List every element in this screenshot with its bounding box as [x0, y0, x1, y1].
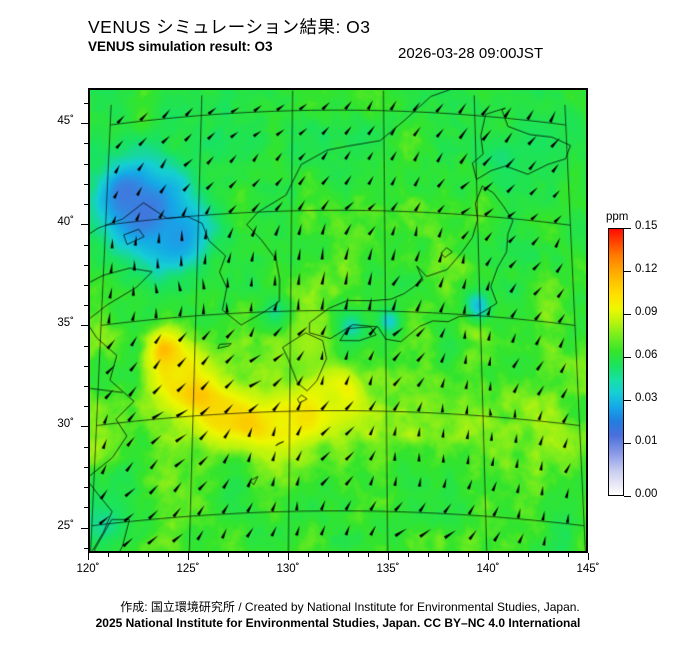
timestamp-label: 2026-03-28 09:00JST — [398, 45, 544, 62]
x-axis-tick-label: 140˚ — [476, 563, 500, 575]
y-axis-minor-tick — [84, 365, 88, 367]
colorbar-tick — [624, 400, 631, 402]
y-axis-major-tick — [81, 325, 88, 327]
colorbar-tick — [624, 357, 631, 359]
y-axis-minor-tick — [84, 547, 88, 549]
x-axis-minor-tick — [548, 553, 549, 557]
colorbar-tick-label: 0.09 — [635, 306, 658, 319]
x-axis-major-tick — [288, 553, 289, 560]
x-axis-minor-tick — [268, 553, 269, 557]
x-axis-tick-label: 145˚ — [576, 563, 600, 575]
x-axis-minor-tick — [248, 553, 249, 557]
y-axis-minor-tick — [84, 163, 88, 165]
y-axis-tick-label: 30˚ — [57, 418, 74, 431]
colorbar-tick-label: 0.00 — [635, 488, 658, 500]
y-axis-minor-tick — [84, 183, 88, 185]
colorbar-tick-label: 0.06 — [635, 349, 658, 362]
x-axis-major-tick — [488, 553, 489, 560]
page-title-japanese: VENUS シミュレーション結果: O3 — [88, 17, 371, 37]
colorbar-tick-label: 0.01 — [635, 435, 658, 448]
x-axis-minor-tick — [528, 553, 529, 557]
footer-license-line: 2025 National Institute for Environmenta… — [0, 616, 700, 630]
colorbar-tick — [624, 496, 631, 497]
x-axis-minor-tick — [568, 553, 569, 557]
page-title-english: VENUS simulation result: O3 — [88, 39, 273, 54]
x-axis-minor-tick — [308, 553, 309, 557]
ozone-heatmap-canvas — [90, 90, 586, 551]
y-axis-minor-tick — [84, 507, 88, 509]
x-axis-minor-tick — [328, 553, 329, 557]
y-axis-minor-tick — [84, 487, 88, 489]
x-axis-minor-tick — [228, 553, 229, 557]
colorbar-tick — [624, 443, 631, 445]
x-axis-major-tick — [588, 553, 589, 560]
ozone-map-plot[interactable] — [88, 88, 588, 553]
x-axis-tick-label: 135˚ — [376, 563, 400, 575]
colorbar-tick — [624, 228, 631, 229]
x-axis-tick-label: 120˚ — [76, 563, 100, 575]
colorbar-unit-label: ppm — [606, 211, 629, 223]
x-axis-major-tick — [88, 553, 89, 560]
x-axis-tick-label: 130˚ — [276, 563, 300, 575]
colorbar-tick-label: 0.03 — [635, 392, 658, 405]
x-axis-minor-tick — [368, 553, 369, 557]
y-axis-minor-tick — [84, 446, 88, 448]
x-axis-minor-tick — [448, 553, 449, 557]
colorbar-tick — [624, 271, 631, 273]
x-axis-major-tick — [188, 553, 189, 560]
x-axis-minor-tick — [108, 553, 109, 557]
y-axis-minor-tick — [84, 244, 88, 246]
y-axis-minor-tick — [84, 103, 88, 104]
colorbar-tick — [624, 314, 631, 316]
y-axis-minor-tick — [84, 386, 88, 388]
x-axis-minor-tick — [208, 553, 209, 557]
y-axis-minor-tick — [84, 406, 88, 408]
x-axis-minor-tick — [128, 553, 129, 557]
y-axis-tick-label: 45˚ — [57, 115, 74, 128]
x-axis-minor-tick — [408, 553, 409, 557]
x-axis-minor-tick — [148, 553, 149, 557]
x-axis-minor-tick — [508, 553, 509, 557]
y-axis-minor-tick — [84, 284, 88, 286]
y-axis-minor-tick — [84, 204, 88, 206]
x-axis-minor-tick — [468, 553, 469, 557]
y-axis-major-tick — [81, 224, 88, 226]
y-axis-minor-tick — [84, 143, 88, 145]
colorbar: ppm 0.15 0.12 0.09 0.06 0.03 0.01 0.00 — [606, 211, 657, 500]
y-axis-tick-label: 35˚ — [57, 317, 74, 330]
y-axis-minor-tick — [84, 264, 88, 266]
y-axis-major-tick — [81, 123, 88, 125]
footer-credit-line: 作成: 国立環境研究所 / Created by National Instit… — [120, 600, 580, 614]
x-axis-major-tick — [388, 553, 389, 560]
x-axis-minor-tick — [168, 553, 169, 557]
y-axis-minor-tick — [84, 466, 88, 468]
x-axis-minor-tick — [348, 553, 349, 557]
colorbar-gradient — [608, 228, 624, 496]
x-axis-tick-label: 125˚ — [176, 563, 200, 575]
y-axis-tick-label: 25˚ — [57, 519, 74, 532]
y-axis-major-tick — [81, 426, 88, 428]
colorbar-tick-label: 0.15 — [635, 220, 658, 232]
y-axis-minor-tick — [84, 345, 88, 347]
colorbar-tick-label: 0.12 — [635, 263, 658, 276]
y-axis-tick-label: 40˚ — [57, 216, 74, 229]
x-axis-minor-tick — [428, 553, 429, 557]
y-axis-minor-tick — [84, 305, 88, 307]
y-axis-major-tick — [81, 527, 88, 529]
footer-license-text: 2025 National Institute for Environmenta… — [95, 616, 581, 630]
